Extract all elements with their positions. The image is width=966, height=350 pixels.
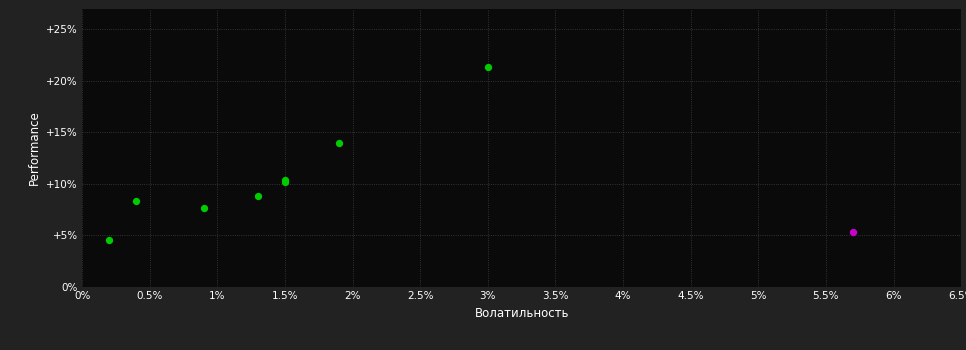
Point	[480, 65, 496, 70]
Point	[128, 199, 144, 204]
Y-axis label: Performance: Performance	[28, 111, 41, 185]
Point	[101, 237, 117, 243]
Point	[845, 230, 861, 235]
Point	[277, 177, 293, 183]
Point	[250, 194, 266, 199]
Point	[277, 179, 293, 185]
Point	[331, 140, 347, 146]
Point	[196, 205, 212, 210]
X-axis label: Волатильность: Волатильность	[474, 307, 569, 320]
